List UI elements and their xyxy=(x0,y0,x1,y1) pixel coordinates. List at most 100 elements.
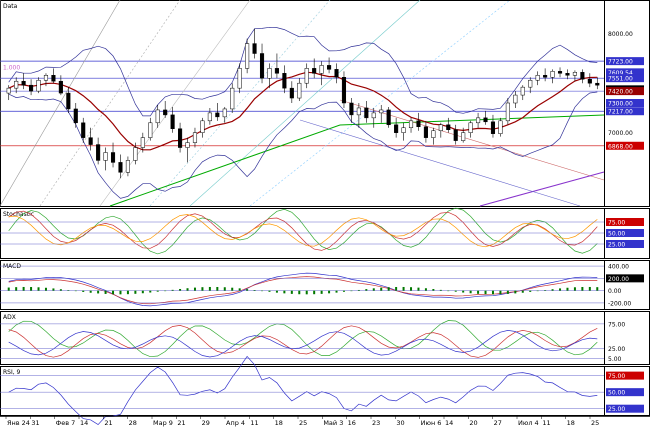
stochastic-axis-label: 50.00 xyxy=(606,229,644,238)
candle-body xyxy=(259,53,265,79)
candle xyxy=(14,77,19,94)
candle xyxy=(237,63,242,94)
x-tick-label: 14 xyxy=(80,419,88,427)
macd-histogram-bar xyxy=(216,286,219,291)
candle-body xyxy=(327,65,332,70)
price-axis-label: 7609.54 xyxy=(606,68,644,77)
candle xyxy=(535,71,540,86)
bollinger-upper xyxy=(8,26,598,117)
candle-body xyxy=(29,84,34,92)
candle xyxy=(543,68,548,82)
macd-histogram-bar xyxy=(97,290,100,294)
fan-line-2 xyxy=(99,0,251,207)
candle xyxy=(490,114,496,138)
macd-axis-label-text: 200.00 xyxy=(608,276,629,283)
candle xyxy=(565,69,570,80)
candle xyxy=(215,103,220,121)
candle xyxy=(245,38,250,74)
candle-body xyxy=(51,75,56,82)
fib-level-label: 1.000 xyxy=(3,64,20,71)
candle-body xyxy=(297,82,302,99)
macd-histogram-bar xyxy=(82,290,85,292)
candle-body xyxy=(88,137,93,145)
price-axis-label-box xyxy=(606,74,644,83)
adx-line-2 xyxy=(8,330,598,358)
x-tick-label: 25 xyxy=(591,419,599,427)
candle-body xyxy=(453,129,458,141)
candle-body xyxy=(36,79,41,92)
candle-body xyxy=(215,112,220,118)
candle xyxy=(468,120,473,138)
adx-line-0 xyxy=(8,320,598,358)
macd-histogram-bar xyxy=(59,289,62,291)
candle-body xyxy=(520,86,525,96)
candle-body xyxy=(207,112,212,122)
price-axis-label-box xyxy=(606,141,644,150)
macd-histogram-bar xyxy=(208,286,211,291)
candle-body xyxy=(498,120,503,134)
macd-axis-label-box xyxy=(606,286,644,295)
price-axis-label: 7551.00 xyxy=(606,74,644,83)
candle xyxy=(66,87,71,113)
x-tick-label: 20 xyxy=(469,419,477,427)
macd-histogram-bar xyxy=(439,289,442,291)
macd-histogram-bar xyxy=(566,287,569,291)
candle-body xyxy=(110,152,116,163)
candle-body xyxy=(178,128,183,148)
macd-histogram-bar xyxy=(588,286,591,291)
macd-histogram-bar xyxy=(529,290,532,292)
macd-axis-label-box xyxy=(606,262,644,271)
x-tick-label: 14 xyxy=(445,419,453,427)
adx-axis-label: 75.00 xyxy=(606,319,644,328)
macd-histogram-bar xyxy=(290,290,293,294)
x-tick-label: 16 xyxy=(348,419,356,427)
candle xyxy=(259,43,265,84)
candle-body xyxy=(148,122,153,138)
candle-body xyxy=(267,68,272,79)
candle xyxy=(550,69,555,84)
candle-body xyxy=(14,80,19,89)
candle xyxy=(36,77,41,94)
macd-histogram-bar xyxy=(551,289,554,291)
panel-label-price: Data xyxy=(3,3,18,10)
macd-histogram-bar xyxy=(365,289,368,291)
macd-histogram-bar xyxy=(596,287,599,291)
stochastic-axis-label-text: 75.00 xyxy=(608,220,625,227)
x-tick-label: 29 xyxy=(202,419,210,427)
candle xyxy=(73,103,78,128)
candle-body xyxy=(349,102,354,116)
candle xyxy=(110,142,116,168)
candle xyxy=(386,106,391,128)
candle-body xyxy=(58,80,63,94)
macd-axis-label-box xyxy=(606,274,644,283)
candle-body xyxy=(81,122,86,138)
macd-histogram-bar xyxy=(447,290,450,292)
macd-histogram-bar xyxy=(7,287,10,291)
candle xyxy=(274,53,279,79)
candle-body xyxy=(528,79,533,88)
macd-line-0 xyxy=(8,272,598,307)
candle-body xyxy=(431,130,436,138)
candle xyxy=(453,124,458,145)
macd-histogram-bar xyxy=(112,290,115,295)
purple-trend-line xyxy=(479,171,605,207)
adx-axis-label-text: 5.00 xyxy=(608,356,622,363)
macd-histogram-bar xyxy=(380,287,383,291)
macd-histogram-bar xyxy=(536,290,539,292)
candle xyxy=(431,127,436,145)
candle-body xyxy=(133,147,138,161)
candle-body xyxy=(185,142,190,148)
candle-body xyxy=(304,68,309,84)
candle-body xyxy=(282,73,287,89)
price-axis-label-text: 7420.00 xyxy=(608,89,633,96)
candle xyxy=(446,117,451,133)
macd-histogram-bar xyxy=(171,289,174,291)
adx-axis-label-box xyxy=(606,354,644,363)
candle-body xyxy=(341,77,347,104)
macd-histogram-bar xyxy=(491,290,494,295)
candle-body xyxy=(423,126,428,138)
macd-histogram-bar xyxy=(544,290,547,291)
candle xyxy=(572,70,577,82)
stochastic-line-0 xyxy=(8,207,598,255)
